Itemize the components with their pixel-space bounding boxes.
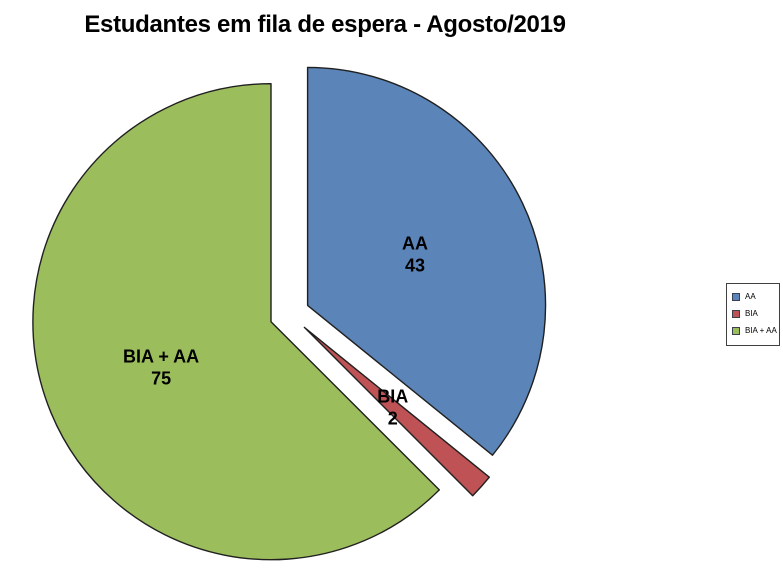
legend-swatch-aa (732, 292, 740, 301)
slice-label-bia: BIA 2 (377, 387, 408, 429)
pie-slices-group (32, 66, 547, 561)
pie-slice-bia (303, 326, 490, 497)
legend-swatch-bia-aa (732, 326, 740, 335)
legend-label-bia: BIA (745, 309, 758, 318)
pie-slice-aa (306, 66, 547, 456)
legend-item-aa: AA (727, 288, 779, 305)
legend-label-aa: AA (745, 292, 756, 301)
chart-title: Estudantes em fila de espera - Agosto/20… (84, 11, 566, 38)
legend-item-bia: BIA (727, 305, 779, 322)
slice-label-bia-aa: BIA + AA 75 (123, 347, 199, 389)
legend-item-bia-aa: BIA + AA (727, 322, 779, 339)
legend-swatch-bia (732, 309, 740, 318)
legend-label-bia-aa: BIA + AA (745, 326, 777, 335)
slice-label-aa: AA 43 (402, 234, 428, 276)
pie-slice-bia-aa (32, 83, 440, 561)
pie-labels-group: AA 43 BIA 2 BIA + AA 75 (123, 234, 428, 429)
legend: AA BIA BIA + AA (726, 283, 780, 346)
